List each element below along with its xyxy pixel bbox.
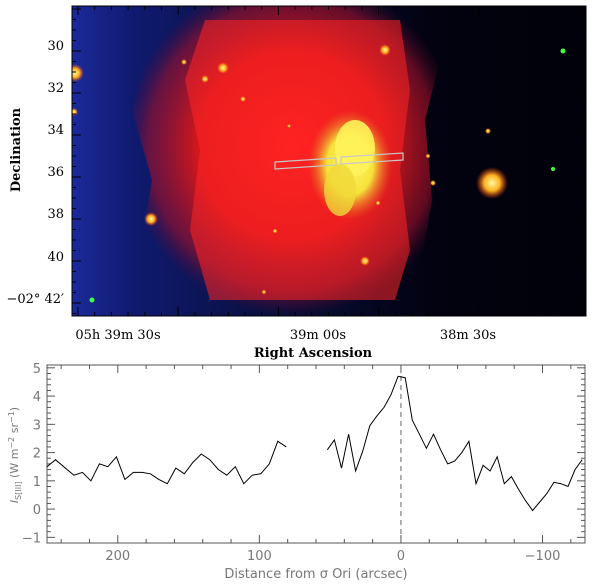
stars — [72, 44, 566, 303]
ra-tick-label: 39m 00s — [290, 328, 346, 343]
dec-tick-labels: 30 32 34 36 38 40 −02° 42′ — [6, 39, 64, 307]
dec-tick-label: 30 — [47, 39, 64, 54]
y-tick-labels: −1 0 1 2 3 4 5 — [22, 362, 41, 547]
series-line-2 — [326, 375, 583, 512]
x-tick-label: 0 — [397, 549, 405, 564]
ra-axis-title: Right Ascension — [254, 346, 373, 361]
dec-tick-label: −02° 42′ — [6, 292, 64, 307]
y-tick-label: 5 — [33, 362, 41, 377]
series-line-1 — [46, 440, 287, 485]
y-axis-title: IS[III] (W m−2 sr−1) — [7, 407, 23, 503]
dec-tick-label: 32 — [47, 81, 64, 96]
plot-frame — [46, 364, 586, 544]
ra-tick-label: 38m 30s — [440, 328, 496, 343]
data-series — [46, 375, 583, 512]
ra-tick-labels: 05h 39m 30s 39m 00s 38m 30s — [75, 328, 496, 343]
dec-tick-label: 40 — [47, 250, 64, 265]
dec-tick-label: 34 — [47, 123, 64, 138]
y-tick-label: 2 — [33, 447, 41, 462]
image-tick-marks — [72, 6, 586, 316]
dec-tick-label: 38 — [47, 207, 64, 222]
x-tick-label: 100 — [247, 549, 272, 564]
y-tick-label: 4 — [33, 390, 41, 405]
y-tick-label: 3 — [33, 418, 41, 433]
sky-image — [72, 6, 586, 316]
x-tick-label: −100 — [525, 549, 561, 564]
dec-tick-label: 36 — [47, 165, 64, 180]
y-tick-label: −1 — [22, 531, 41, 546]
slit-apertures — [274, 152, 404, 170]
dec-axis-title: Declination — [9, 107, 24, 192]
x-tick-labels: 200 100 0 −100 — [105, 549, 560, 564]
x-tick-label: 200 — [105, 549, 130, 564]
x-axis-title: Distance from σ Ori (arcsec) — [224, 567, 407, 582]
y-tick-label: 1 — [33, 475, 41, 490]
y-tick-label: 0 — [33, 503, 41, 518]
ra-tick-label: 05h 39m 30s — [75, 328, 160, 343]
chart-tick-marks — [47, 365, 585, 543]
profile-chart: −1 0 1 2 3 4 5 200 100 0 −100 Distance from σ Ori… — [7, 362, 586, 582]
